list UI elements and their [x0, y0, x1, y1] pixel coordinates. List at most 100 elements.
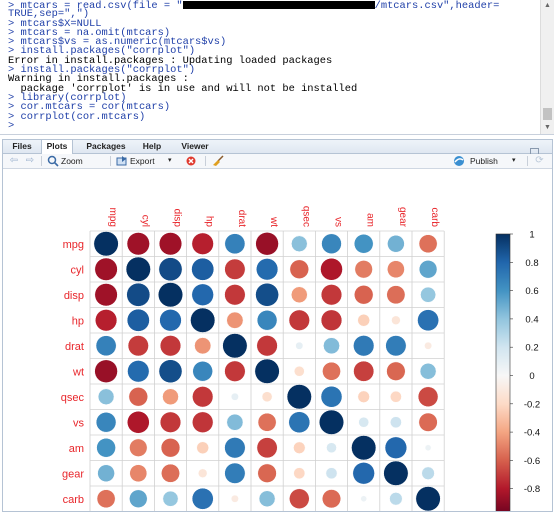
correlation-cell — [417, 309, 439, 332]
console-line: > corrplot(cor.mtcars) — [8, 110, 146, 123]
tab-plots[interactable]: Plots — [41, 139, 73, 154]
remove-plot-button[interactable] — [185, 155, 197, 167]
console-pane[interactable]: > mtcars = read.csv(file = "/mtcars.csv"… — [0, 0, 554, 135]
correlation-cell — [424, 444, 432, 452]
plots-toolbar: ⇦ ⇨ Zoom Export ▾ — [3, 154, 552, 169]
clear-plots-button[interactable] — [211, 155, 225, 167]
correlation-cell — [323, 337, 340, 355]
correlation-plot: mpg mpg cyl cyl disp disp hp hp drat drat wt wt qsec… — [61, 206, 540, 516]
correlation-cell — [224, 258, 246, 280]
correlation-cell — [419, 362, 437, 380]
correlation-cell — [191, 283, 214, 306]
correlation-cell — [192, 411, 214, 433]
correlation-cell — [126, 282, 151, 307]
correlation-cell — [97, 464, 115, 482]
refresh-icon[interactable]: ⟳ — [535, 155, 544, 166]
row-label: mpg — [63, 239, 84, 251]
tab-viewer[interactable]: Viewer — [181, 141, 209, 151]
correlation-cell — [159, 335, 182, 357]
correlation-cell — [387, 260, 405, 279]
correlation-cell — [226, 413, 244, 431]
correlation-cell — [291, 235, 308, 252]
zoom-label: Zoom — [61, 156, 83, 166]
console-line: package 'corrplot' is in use and will no… — [8, 82, 358, 95]
row-label: hp — [72, 315, 84, 327]
column-label: mpg — [107, 208, 118, 227]
correlation-cell — [95, 412, 117, 433]
correlation-cell — [418, 234, 438, 254]
column-label: drat — [236, 210, 247, 227]
correlation-cell — [158, 232, 183, 256]
correlation-cell — [194, 337, 212, 355]
legend-tick-label: -0.8 — [524, 484, 540, 495]
console-line: > library(corrplot) — [8, 91, 127, 104]
correlation-cell — [161, 463, 180, 483]
arrow-left-icon[interactable]: ⇦ — [9, 155, 19, 166]
legend-tick-label: -0.6 — [524, 456, 540, 467]
column-label: gear — [397, 207, 408, 228]
correlation-cell — [93, 231, 119, 257]
correlation-cell — [191, 257, 215, 281]
console-line: Warning in install.packages : — [8, 73, 189, 86]
export-button[interactable]: Export ▾ — [116, 155, 178, 167]
correlation-cell — [160, 438, 181, 458]
tab-help[interactable]: Help — [142, 141, 162, 151]
correlation-cell — [94, 257, 118, 281]
correlation-cell — [387, 235, 405, 253]
publish-icon — [454, 156, 464, 166]
correlation-cell — [127, 335, 149, 357]
scroll-down-icon[interactable]: ▼ — [544, 124, 551, 131]
column-label: disp — [172, 209, 183, 228]
console-line: > mtcars$X=NULL — [8, 17, 102, 30]
correlation-cell — [353, 335, 375, 357]
pane-window-controls[interactable] — [528, 142, 548, 173]
publish-button[interactable]: Publish ▾ — [452, 155, 522, 167]
correlation-cell — [322, 361, 341, 381]
correlation-cell — [415, 486, 441, 512]
chevron-down-icon: ▾ — [512, 157, 516, 164]
arrow-right-icon[interactable]: ⇨ — [25, 155, 35, 166]
correlation-cell — [224, 462, 246, 484]
correlation-cell — [257, 463, 277, 483]
correlation-cell — [286, 384, 312, 410]
correlation-cell — [293, 365, 305, 377]
correlation-cell — [254, 358, 280, 384]
correlation-cell — [222, 333, 248, 359]
correlation-cell — [288, 309, 310, 331]
scroll-up-icon[interactable]: ▲ — [544, 2, 551, 9]
console-line: > cor.mtcars = cor(mtcars) — [8, 101, 171, 114]
correlation-cell — [224, 360, 246, 382]
publish-label: Publish — [470, 156, 498, 166]
correlation-cell — [390, 416, 402, 429]
correlation-cell — [255, 232, 279, 256]
correlation-cell — [386, 361, 406, 381]
correlation-cell — [360, 495, 367, 503]
tab-files[interactable]: Files — [12, 141, 32, 151]
remove-plot-icon — [186, 156, 196, 166]
correlation-cell — [95, 309, 118, 332]
zoom-button[interactable]: Zoom — [47, 155, 83, 167]
correlation-cell — [192, 386, 214, 408]
correlation-cell — [421, 466, 435, 480]
correlation-cell — [256, 258, 279, 281]
correlation-cell — [191, 232, 214, 255]
column-label: am — [365, 213, 376, 227]
console-output: > mtcars = read.csv(file = "/mtcars.csv"… — [8, 1, 528, 131]
correlation-cell — [257, 412, 277, 432]
correlation-cell — [357, 390, 370, 403]
correlation-cell — [325, 467, 338, 480]
correlation-cell — [353, 360, 375, 382]
correlation-cell — [226, 311, 244, 329]
correlation-cell — [384, 436, 408, 459]
scrollbar-thumb[interactable] — [543, 108, 552, 120]
tab-packages[interactable]: Packages — [86, 141, 126, 151]
correlation-cell — [97, 388, 115, 405]
console-scrollbar[interactable]: ▲ ▼ — [540, 0, 554, 134]
console-line: > mtcars$vs = as.numeric(mtcars$vs) — [8, 36, 227, 49]
correlation-cell — [224, 233, 246, 255]
console-line: > install.packages("corrplot") — [8, 64, 196, 77]
correlation-cell — [326, 442, 337, 454]
correlation-cell — [289, 488, 310, 509]
correlation-cell — [289, 259, 309, 279]
correlation-cell — [256, 310, 278, 331]
